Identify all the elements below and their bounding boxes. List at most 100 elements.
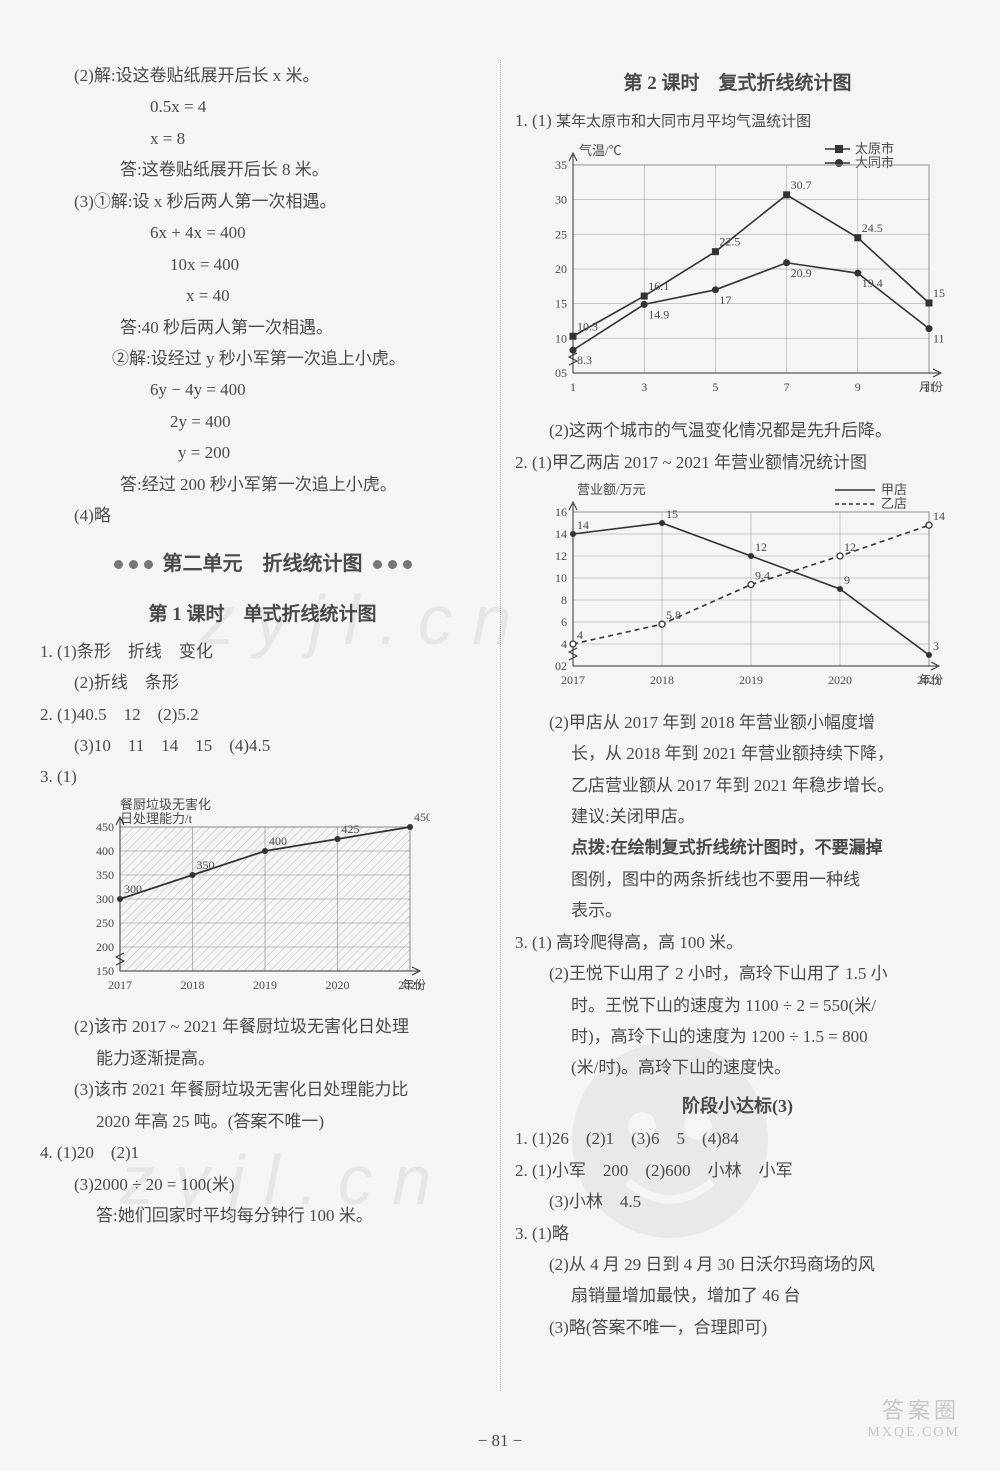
q4-1: 4. (1)20 (2)1 bbox=[40, 1137, 485, 1168]
svg-text:4: 4 bbox=[561, 637, 567, 651]
q1-1: 1. (1)条形 折线 变化 bbox=[40, 636, 485, 667]
svg-text:2020: 2020 bbox=[828, 673, 852, 687]
q2b: (3)10 11 14 15 (4)4.5 bbox=[40, 730, 485, 761]
svg-text:营业额/万元: 营业额/万元 bbox=[577, 482, 646, 497]
svg-text:0: 0 bbox=[555, 366, 561, 380]
svg-text:16: 16 bbox=[555, 505, 567, 519]
svg-text:20.9: 20.9 bbox=[791, 266, 812, 280]
unit2-header: 第二单元 折线统计图 bbox=[40, 546, 485, 583]
r2-2a: (2)甲店从 2017 年到 2018 年营业额小幅度增 bbox=[515, 707, 960, 738]
svg-text:200: 200 bbox=[96, 940, 114, 954]
r3-2c: 时)，高玲下山的速度为 1200 ÷ 1.5 = 800 bbox=[515, 1021, 960, 1052]
stage-header: 阶段小达标(3) bbox=[515, 1090, 960, 1123]
q3-3a: (3)该市 2021 年餐厨垃圾无害化日处理能力比 bbox=[40, 1074, 485, 1105]
svg-text:150: 150 bbox=[96, 964, 114, 978]
svg-text:19.4: 19.4 bbox=[862, 276, 883, 290]
svg-text:大同市: 大同市 bbox=[855, 155, 894, 170]
svg-text:甲店: 甲店 bbox=[881, 482, 907, 497]
svg-text:15.1: 15.1 bbox=[933, 286, 945, 300]
l3-eq2: 10x = 400 bbox=[40, 249, 485, 280]
r2-2d: 建议:关闭甲店。 bbox=[515, 801, 960, 832]
svg-text:300: 300 bbox=[124, 882, 142, 896]
s2b: (3)小林 4.5 bbox=[515, 1186, 960, 1217]
svg-text:2019: 2019 bbox=[739, 673, 763, 687]
svg-text:7: 7 bbox=[784, 380, 790, 394]
right-column: 第 2 课时 复式折线统计图 1. (1) 某年太原市和大同市月平均气温统计图 … bbox=[505, 60, 960, 1431]
q3: 3. (1) bbox=[40, 761, 485, 792]
s1: 1. (1)26 (2)1 (3)6 5 (4)84 bbox=[515, 1123, 960, 1154]
svg-text:12: 12 bbox=[555, 549, 567, 563]
svg-text:2019: 2019 bbox=[253, 978, 277, 992]
svg-text:年份: 年份 bbox=[919, 673, 943, 687]
svg-text:10.3: 10.3 bbox=[577, 319, 598, 333]
svg-text:450: 450 bbox=[414, 810, 430, 824]
r3-2d: (米/时)。高玲下山的速度快。 bbox=[515, 1052, 960, 1083]
svg-text:30: 30 bbox=[555, 193, 567, 207]
sec1-header: 第 1 课时 单式折线统计图 bbox=[40, 597, 485, 632]
s3a: 3. (1)略 bbox=[515, 1218, 960, 1249]
s3d: (3)略(答案不唯一，合理即可) bbox=[515, 1312, 960, 1343]
svg-text:2017: 2017 bbox=[561, 673, 585, 687]
chart3: 餐厨垃圾无害化日处理能力/t15020025030035040045020172… bbox=[70, 797, 485, 1007]
svg-text:300: 300 bbox=[96, 892, 114, 906]
svg-text:4: 4 bbox=[577, 628, 583, 642]
q3-2a: (2)该市 2017 ~ 2021 年餐厨垃圾无害化日处理 bbox=[40, 1011, 485, 1042]
svg-text:250: 250 bbox=[96, 916, 114, 930]
chart1: 太原市大同市气温/℃51015202530351357911月份010.316.… bbox=[525, 141, 960, 411]
r2-h1-text: 点拨:在绘制复式折线统计图时，不要漏掉 bbox=[571, 838, 883, 857]
r1: 1. (1) 某年太原市和大同市月平均气温统计图 bbox=[515, 105, 960, 137]
q3-3b: 2020 年高 25 吨。(答案不唯一) bbox=[40, 1106, 485, 1137]
s3b: (2)从 4 月 29 日到 4 月 30 日沃尔玛商场的风 bbox=[515, 1249, 960, 1280]
l2-ans: 答:这卷贴纸展开后长 8 米。 bbox=[40, 154, 485, 185]
r3-1: 3. (1) 高玲爬得高，高 100 米。 bbox=[515, 927, 960, 958]
l3b-title: ②解:设经过 y 秒小军第一次追上小虎。 bbox=[40, 343, 485, 374]
l3b-eq3: y = 200 bbox=[40, 437, 485, 468]
svg-text:12: 12 bbox=[755, 540, 767, 554]
svg-text:20: 20 bbox=[555, 262, 567, 276]
svg-text:14.8: 14.8 bbox=[933, 509, 945, 523]
q3-2b: 能力逐渐提高。 bbox=[40, 1043, 485, 1074]
r3-2a: (2)王悦下山用了 2 小时，高玲下山用了 1.5 小 bbox=[515, 958, 960, 989]
svg-text:450: 450 bbox=[96, 820, 114, 834]
svg-text:6: 6 bbox=[561, 615, 567, 629]
chart3-svg: 餐厨垃圾无害化日处理能力/t15020025030035040045020172… bbox=[70, 797, 430, 997]
left-column: (2)解:设这卷贴纸展开后长 x 米。 0.5x = 4 x = 8 答:这卷贴… bbox=[40, 60, 485, 1431]
svg-text:22.5: 22.5 bbox=[719, 235, 740, 249]
wm1: 答案圈 bbox=[867, 1393, 960, 1425]
s3c: 扇销量增加最快，增加了 46 台 bbox=[515, 1280, 960, 1311]
chart2: 营业额/万元甲店乙店246810121416201720182019202020… bbox=[525, 482, 960, 702]
svg-text:16.1: 16.1 bbox=[648, 279, 669, 293]
svg-text:2017: 2017 bbox=[108, 978, 132, 992]
svg-text:太原市: 太原市 bbox=[855, 141, 894, 156]
r2-h1: 点拨:在绘制复式折线统计图时，不要漏掉 bbox=[515, 832, 960, 863]
svg-text:425: 425 bbox=[342, 822, 360, 836]
l3b-ans: 答:经过 200 秒小军第一次追上小虎。 bbox=[40, 469, 485, 500]
l3-ans: 答:40 秒后两人第一次相遇。 bbox=[40, 312, 485, 343]
svg-text:3: 3 bbox=[641, 380, 647, 394]
svg-text:0: 0 bbox=[555, 659, 561, 673]
svg-text:日处理能力/t: 日处理能力/t bbox=[120, 811, 193, 826]
l2-title: (2)解:设这卷贴纸展开后长 x 米。 bbox=[40, 60, 485, 91]
svg-text:餐厨垃圾无害化: 餐厨垃圾无害化 bbox=[120, 797, 211, 812]
column-divider bbox=[500, 60, 501, 1391]
svg-text:9.4: 9.4 bbox=[755, 569, 770, 583]
svg-text:5: 5 bbox=[561, 366, 567, 380]
r3-2b: 时。王悦下山的速度为 1100 ÷ 2 = 550(米/ bbox=[515, 990, 960, 1021]
svg-text:9: 9 bbox=[844, 573, 850, 587]
svg-text:14: 14 bbox=[555, 527, 567, 541]
chart2-svg: 营业额/万元甲店乙店246810121416201720182019202020… bbox=[525, 482, 945, 692]
svg-text:8.3: 8.3 bbox=[577, 353, 592, 367]
svg-text:2: 2 bbox=[561, 659, 567, 673]
unit2-text: 第二单元 折线统计图 bbox=[163, 546, 363, 583]
svg-text:2018: 2018 bbox=[181, 978, 205, 992]
l3b-eq2: 2y = 400 bbox=[40, 406, 485, 437]
svg-text:400: 400 bbox=[269, 834, 287, 848]
svg-text:14: 14 bbox=[577, 518, 589, 532]
svg-text:10: 10 bbox=[555, 571, 567, 585]
svg-text:5.8: 5.8 bbox=[666, 608, 681, 622]
r2: 2. (1)甲乙两店 2017 ~ 2021 年营业额情况统计图 bbox=[515, 447, 960, 478]
q2: 2. (1)40.5 12 (2)5.2 bbox=[40, 699, 485, 730]
r2-h3: 表示。 bbox=[515, 895, 960, 926]
l3-eq1: 6x + 4x = 400 bbox=[40, 217, 485, 248]
l2-eq1: 0.5x = 4 bbox=[40, 91, 485, 122]
